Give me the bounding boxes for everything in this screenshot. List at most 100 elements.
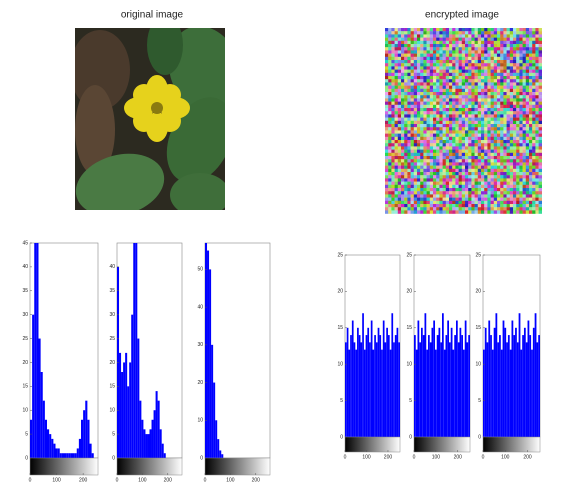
noise-pixel (443, 188, 446, 191)
noise-pixel (395, 60, 398, 63)
noise-pixel (407, 201, 410, 204)
histogram-bar (135, 243, 137, 458)
noise-pixel (455, 156, 458, 159)
noise-pixel (494, 162, 497, 165)
noise-pixel (398, 143, 401, 146)
noise-pixel (452, 76, 455, 79)
noise-pixel (516, 166, 519, 169)
noise-pixel (532, 31, 535, 34)
noise-pixel (401, 146, 404, 149)
noise-pixel (478, 54, 481, 57)
noise-pixel (407, 130, 410, 133)
noise-pixel (436, 76, 439, 79)
noise-pixel (494, 31, 497, 34)
noise-pixel (420, 105, 423, 108)
histogram-bar (533, 328, 535, 437)
noise-pixel (417, 102, 420, 105)
histogram-bar (359, 335, 361, 437)
noise-pixel (484, 201, 487, 204)
x-tick-label: 0 (413, 454, 416, 460)
noise-pixel (391, 50, 394, 53)
x-tick-label: 0 (116, 477, 119, 483)
noise-pixel (519, 166, 522, 169)
noise-pixel (407, 70, 410, 73)
noise-pixel (433, 38, 436, 41)
noise-pixel (471, 175, 474, 178)
noise-pixel (510, 207, 513, 210)
noise-pixel (532, 143, 535, 146)
noise-pixel (433, 191, 436, 194)
noise-pixel (420, 47, 423, 50)
noise-pixel (404, 66, 407, 69)
noise-pixel (455, 191, 458, 194)
noise-pixel (516, 210, 519, 213)
noise-pixel (535, 162, 538, 165)
noise-pixel (462, 92, 465, 95)
noise-pixel (519, 98, 522, 101)
noise-pixel (535, 73, 538, 76)
noise-pixel (539, 54, 542, 57)
x-tick-label: 200 (384, 454, 393, 460)
noise-pixel (535, 191, 538, 194)
noise-pixel (388, 50, 391, 53)
noise-pixel (446, 114, 449, 117)
histogram-bar (454, 335, 456, 437)
x-tick-label: 100 (52, 477, 61, 483)
noise-pixel (519, 127, 522, 130)
noise-pixel (478, 95, 481, 98)
noise-pixel (535, 38, 538, 41)
noise-pixel (516, 146, 519, 149)
noise-pixel (539, 207, 542, 210)
noise-pixel (443, 150, 446, 153)
noise-pixel (417, 191, 420, 194)
noise-pixel (535, 130, 538, 133)
noise-pixel (532, 198, 535, 201)
noise-pixel (494, 70, 497, 73)
noise-pixel (459, 47, 462, 50)
noise-pixel (513, 134, 516, 137)
noise-pixel (523, 172, 526, 175)
noise-pixel (414, 185, 417, 188)
noise-pixel (449, 111, 452, 114)
noise-pixel (414, 41, 417, 44)
noise-pixel (385, 50, 388, 53)
noise-pixel (439, 92, 442, 95)
noise-pixel (535, 172, 538, 175)
noise-pixel (423, 124, 426, 127)
noise-pixel (497, 134, 500, 137)
noise-pixel (417, 124, 420, 127)
histogram-bar (209, 269, 211, 458)
noise-pixel (446, 182, 449, 185)
noise-pixel (478, 79, 481, 82)
noise-pixel (494, 153, 497, 156)
noise-pixel (398, 54, 401, 57)
noise-pixel (497, 166, 500, 169)
noise-pixel (411, 98, 414, 101)
noise-pixel (516, 111, 519, 114)
noise-pixel (388, 57, 391, 60)
noise-pixel (468, 102, 471, 105)
noise-pixel (529, 140, 532, 143)
noise-pixel (407, 95, 410, 98)
noise-pixel (417, 73, 420, 76)
noise-pixel (487, 204, 490, 207)
colorbar (205, 458, 270, 475)
noise-pixel (427, 47, 430, 50)
noise-pixel (459, 108, 462, 111)
noise-pixel (513, 137, 516, 140)
noise-pixel (529, 38, 532, 41)
noise-pixel (423, 150, 426, 153)
noise-pixel (395, 130, 398, 133)
noise-pixel (513, 153, 516, 156)
noise-pixel (471, 146, 474, 149)
noise-pixel (411, 137, 414, 140)
noise-pixel (487, 79, 490, 82)
noise-pixel (535, 89, 538, 92)
noise-pixel (532, 172, 535, 175)
noise-pixel (507, 70, 510, 73)
noise-pixel (503, 73, 506, 76)
noise-pixel (519, 191, 522, 194)
noise-pixel (423, 79, 426, 82)
noise-pixel (491, 82, 494, 85)
histogram-bar (414, 335, 416, 437)
